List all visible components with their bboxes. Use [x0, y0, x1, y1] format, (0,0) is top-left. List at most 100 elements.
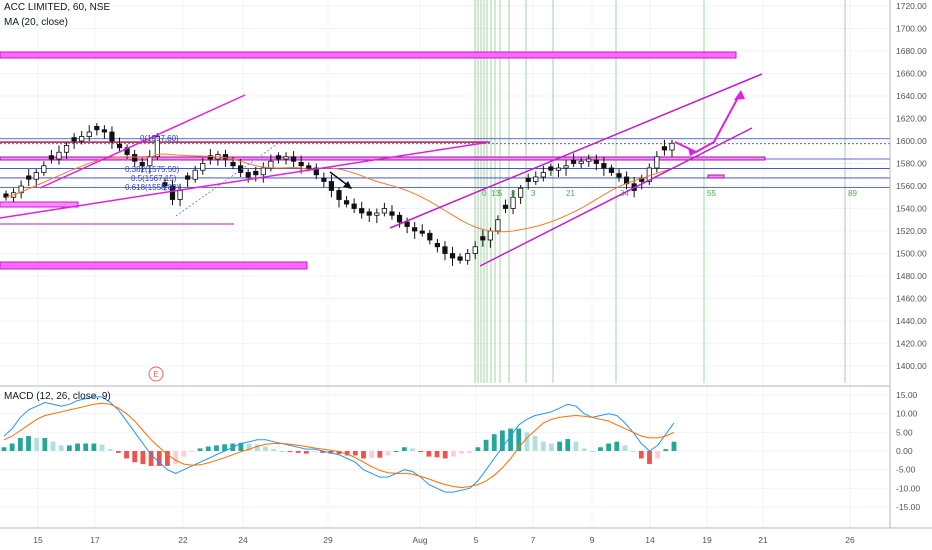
candle-body: [548, 166, 554, 171]
candle-body: [116, 143, 123, 149]
symbol-legend[interactable]: ACC LIMITED, 60, NSE: [4, 2, 111, 13]
macd-histogram-bar: [115, 451, 121, 453]
zone-bottom[interactable]: [0, 261, 308, 270]
candle-body: [533, 176, 539, 182]
macd-histogram-bar: [271, 449, 277, 451]
macd-histogram-bar: [34, 437, 40, 451]
candle-body: [275, 155, 282, 160]
zone-small[interactable]: [707, 174, 725, 179]
time-cycle-lines: 01358321345589: [474, 0, 857, 383]
macd-histogram-bar: [336, 451, 342, 454]
time-tick-label: 21: [758, 535, 768, 545]
price-tick-label: 1420.00: [896, 339, 927, 349]
candle-body: [359, 208, 365, 214]
macd-histogram-bar: [549, 443, 554, 451]
macd-histogram-bar: [254, 444, 260, 451]
candle-body: [434, 242, 440, 248]
macd-axis[interactable]: 15.00 10.00 5.00 0.00 -5.00 -10.00 -15.00: [896, 390, 920, 512]
candle-body: [298, 161, 304, 167]
earnings-marker[interactable]: E: [148, 366, 164, 382]
time-tick-label: 15: [33, 535, 43, 545]
macd-histogram-bar: [557, 441, 563, 451]
macd-histogram-bar: [66, 445, 72, 451]
macd-histogram-bar: [303, 451, 309, 454]
channel-upper[interactable]: [389, 73, 763, 229]
macd-histogram-bar: [107, 449, 113, 451]
macd-histogram-bar: [140, 451, 146, 465]
macd-histogram-bar: [320, 451, 326, 453]
candle-body: [374, 212, 380, 216]
candle-body: [26, 175, 32, 180]
price-tick-label: 1600.00: [896, 136, 927, 146]
macd-histogram-bar: [99, 444, 105, 451]
macd-histogram-bar: [75, 443, 80, 451]
macd-histogram-bar: [565, 439, 571, 451]
time-cycle-count: 89: [848, 189, 857, 198]
channel-lower[interactable]: [479, 127, 753, 267]
candle-body: [41, 165, 47, 173]
ma-legend[interactable]: MA (20, close): [4, 17, 68, 28]
trendline-early[interactable]: [39, 94, 246, 189]
trendlines[interactable]: [0, 73, 763, 267]
macd-histogram-bar: [279, 451, 285, 452]
macd-histogram-bar: [410, 448, 415, 451]
macd-histogram-bar: [516, 428, 522, 451]
price-tick-label: 1700.00: [896, 24, 927, 34]
macd-histogram-bar: [361, 451, 366, 459]
candle-body: [457, 256, 463, 261]
candle-body: [351, 203, 357, 209]
candle-body: [495, 219, 501, 232]
macd-histogram-bar: [647, 451, 652, 465]
price-tick-label: 1540.00: [896, 204, 927, 214]
macd-histogram-bar: [459, 451, 464, 454]
price-axis[interactable]: 1720.00 1700.00 1680.00 1660.00 1640.00 1620.…: [896, 1, 927, 371]
macd-histogram-bar: [467, 451, 473, 453]
macd-histogram-bar: [491, 434, 497, 451]
time-cycle-count: 5: [498, 189, 503, 198]
price-tick-label: 1480.00: [896, 271, 927, 281]
macd-legend[interactable]: MACD (12, 26, close, 9): [4, 391, 111, 402]
time-tick-label: Aug: [412, 535, 427, 545]
candle-body: [654, 156, 660, 169]
candle-body: [147, 156, 153, 167]
candle-body: [328, 181, 335, 191]
moving-average-line: [5, 153, 673, 233]
candle-body: [525, 177, 531, 182]
macd-histogram-bar: [165, 451, 170, 466]
macd-histogram-bar: [222, 444, 228, 451]
macd-histogram-bar: [83, 443, 89, 451]
macd-histogram-bar: [91, 443, 97, 451]
macd-histogram-bar: [9, 443, 15, 451]
projection-arrow-path: [674, 91, 742, 154]
zone-top[interactable]: [0, 51, 737, 59]
candle-body: [480, 236, 486, 241]
macd-histogram-bar: [181, 451, 187, 457]
time-tick-label: 26: [845, 535, 855, 545]
macd-tick-label: 10.00: [896, 409, 918, 419]
macd-tick-label: -10.00: [896, 483, 920, 493]
candle-body: [366, 211, 372, 216]
candle-body: [290, 156, 297, 162]
macd-histogram-bar: [614, 441, 620, 451]
macd-histogram-bar: [630, 451, 636, 452]
candle-body: [132, 154, 138, 162]
projection-arrowhead-icon: [734, 90, 745, 100]
time-axis[interactable]: 15 17 22 24 29 Aug 5 7 9 14 19 21 26: [33, 535, 855, 545]
fib-label: 0.5(1567.15): [131, 174, 177, 183]
zone-left[interactable]: [0, 201, 79, 208]
trendline-left[interactable]: [0, 141, 491, 219]
time-tick-label: 9: [590, 535, 595, 545]
time-tick-label: 29: [323, 535, 333, 545]
macd-histogram-bar: [369, 451, 375, 458]
candle-body: [79, 136, 85, 142]
macd-histogram-bar: [58, 445, 64, 451]
candle-body: [321, 177, 327, 182]
macd-histogram-bar: [434, 451, 440, 458]
candle-body: [94, 125, 100, 131]
candle-body: [18, 185, 24, 194]
macd-histogram-bar: [328, 451, 334, 454]
macd-signal-line: [3, 402, 675, 489]
candle-body: [245, 172, 251, 178]
price-tick-label: 1720.00: [896, 1, 927, 11]
